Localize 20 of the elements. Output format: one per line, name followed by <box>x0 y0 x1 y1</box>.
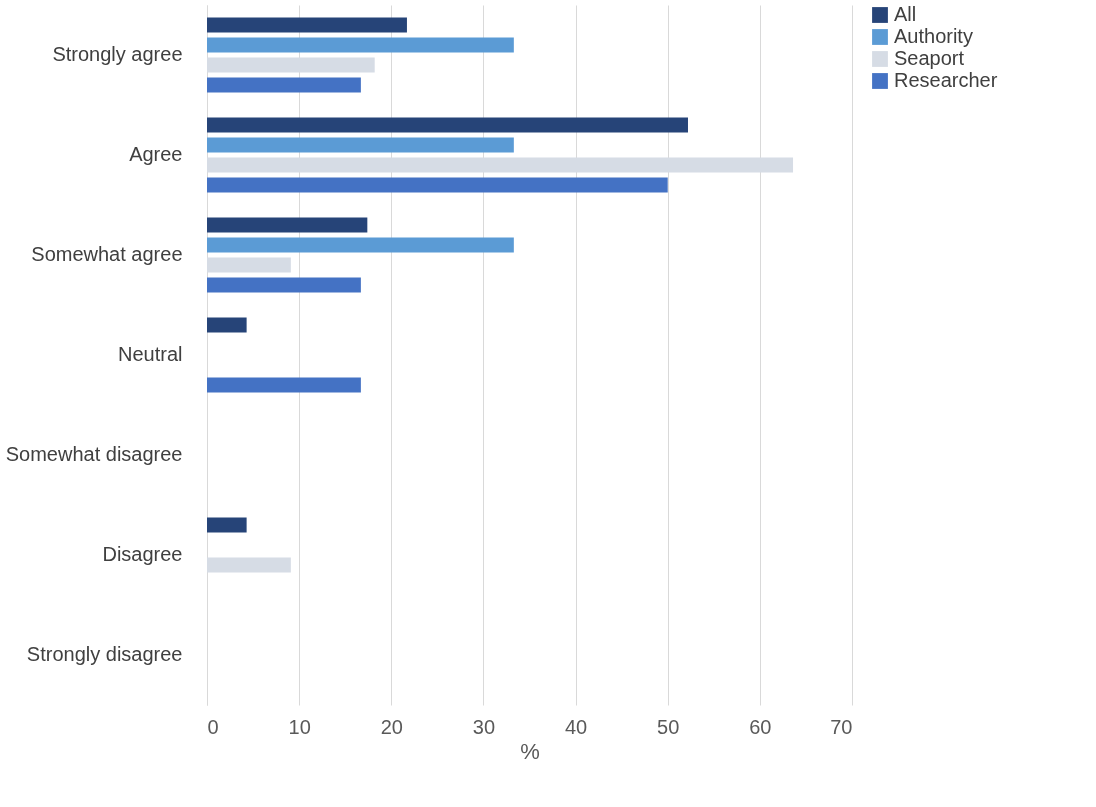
x-tick-label: 0 <box>207 715 219 738</box>
legend-label: Researcher <box>894 69 998 91</box>
x-axis-title: % <box>520 738 540 764</box>
x-tick-label: 70 <box>830 715 853 738</box>
y-tick-label: Somewhat disagree <box>5 443 183 465</box>
y-tick-label: Somewhat agree <box>31 243 183 265</box>
x-tick-label: 60 <box>749 715 772 738</box>
x-tick-label: 40 <box>564 715 588 738</box>
y-tick-label: Disagree <box>102 543 183 565</box>
x-tick-label: 20 <box>380 715 403 738</box>
legend-label: Seaport <box>894 47 965 69</box>
x-tick-label: 50 <box>657 715 680 738</box>
y-tick-label: Neutral <box>118 343 183 365</box>
x-tick-label: 10 <box>288 715 311 738</box>
legend-label: All <box>894 3 917 25</box>
y-tick-label: Agree <box>129 143 183 165</box>
legend-label: Authority <box>894 25 973 47</box>
x-tick-label: 30 <box>472 715 496 738</box>
y-tick-label: Strongly agree <box>52 43 183 65</box>
y-tick-label: Strongly disagree <box>26 643 183 665</box>
